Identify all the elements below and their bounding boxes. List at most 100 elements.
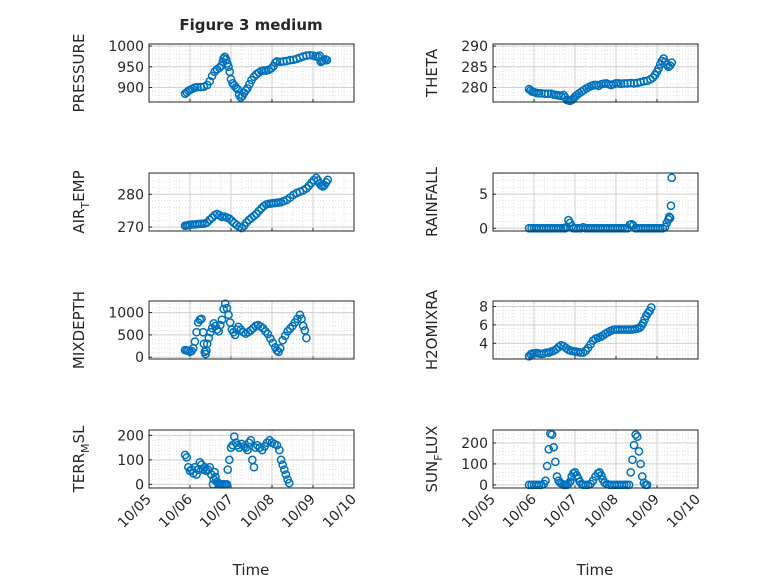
data-point xyxy=(221,54,231,64)
axes-box xyxy=(492,300,699,360)
axes-box xyxy=(492,43,699,103)
x-tick-label: 10/10 xyxy=(320,492,360,532)
data-point xyxy=(550,457,560,467)
y-axis-label: H2OMIXRA xyxy=(423,289,441,370)
y-tick-label: 280 xyxy=(117,187,144,203)
data-point xyxy=(302,333,311,343)
data-point xyxy=(665,213,675,223)
y-axis-label: PRESSURE xyxy=(70,34,88,113)
data-point xyxy=(281,470,291,479)
y-axis-label-part: T xyxy=(79,202,92,210)
data-point xyxy=(246,326,256,335)
data-point xyxy=(628,455,637,465)
data-point xyxy=(211,472,220,482)
subplot-7: 0 100 200 TERRMSL 10/05 10/06 10/07 10/08 10/09 1… xyxy=(70,425,360,531)
data-point xyxy=(541,476,550,486)
data-point xyxy=(654,64,663,73)
data-point xyxy=(284,478,294,488)
y-tick-label: 950 xyxy=(117,60,144,76)
data-point xyxy=(201,349,210,359)
y-tick-label: 290 xyxy=(461,39,488,55)
axes-box xyxy=(148,43,355,103)
y-tick-label: 1000 xyxy=(108,39,144,55)
y-axis-label: TERRMSL xyxy=(70,425,92,494)
y-axis-label-part: RAINFALL xyxy=(423,166,441,237)
data-point xyxy=(565,477,575,487)
y-tick-label: 0 xyxy=(135,477,144,493)
data-point xyxy=(233,84,242,94)
data-point xyxy=(205,215,215,225)
y-tick-label: 900 xyxy=(117,81,144,97)
data-point xyxy=(322,55,332,65)
x-tick-label: 10/07 xyxy=(197,492,237,532)
y-tick-label: 100 xyxy=(117,453,144,469)
data-point xyxy=(283,326,292,336)
axes-box xyxy=(492,429,699,489)
data-point xyxy=(302,184,311,193)
data-point xyxy=(249,462,259,472)
data-point xyxy=(279,465,289,474)
y-tick-label: 0 xyxy=(135,350,144,366)
y-axis-label-part: TERR xyxy=(70,453,88,494)
data-point xyxy=(270,58,280,67)
data-point xyxy=(285,324,295,334)
data-point xyxy=(227,216,237,226)
data-point xyxy=(544,444,554,454)
data-point xyxy=(230,330,240,340)
axes-box xyxy=(148,300,355,360)
data-point xyxy=(298,321,308,331)
y-tick-label: 0 xyxy=(479,478,488,494)
y-axis-label: THETA xyxy=(423,48,441,98)
data-point xyxy=(629,440,639,450)
y-tick-label: 285 xyxy=(461,60,488,76)
y-axis-label-part: H2OMIXRA xyxy=(423,289,441,370)
y-tick-label: 0 xyxy=(479,221,488,237)
data-point xyxy=(246,435,256,445)
x-tick-label: 10/08 xyxy=(582,492,622,532)
data-point xyxy=(666,201,676,211)
y-tick-label: 200 xyxy=(461,436,488,452)
y-tick-label: 270 xyxy=(117,220,144,236)
data-point xyxy=(648,73,658,82)
data-point xyxy=(202,339,212,349)
y-tick-label: 500 xyxy=(117,328,144,344)
data-point xyxy=(542,461,552,471)
x-tick-label: 10/05 xyxy=(459,492,499,532)
data-point xyxy=(278,460,288,470)
data-point xyxy=(295,310,305,320)
data-point xyxy=(576,348,586,357)
subplot-6: 4 6 8 H2OMIXRA xyxy=(423,289,699,370)
data-point xyxy=(534,88,544,98)
data-point xyxy=(242,218,251,227)
data-point xyxy=(268,338,278,348)
y-axis-label: SUNFLUX xyxy=(423,426,445,493)
data-point xyxy=(556,223,566,233)
data-point xyxy=(182,453,192,462)
data-point xyxy=(225,455,234,465)
y-axis-label-part: SL xyxy=(70,425,88,444)
data-point xyxy=(231,83,241,92)
y-axis-label-part: F xyxy=(432,454,445,460)
x-axis-label-left: Time xyxy=(232,561,270,579)
data-point xyxy=(263,329,273,339)
data-point xyxy=(220,299,230,309)
data-point xyxy=(243,83,252,93)
y-tick-label: 100 xyxy=(461,457,488,473)
data-point xyxy=(272,440,282,450)
x-tick-label: 10/07 xyxy=(541,492,581,532)
x-tick-label: 10/09 xyxy=(623,492,663,532)
y-tick-label: 200 xyxy=(117,428,144,444)
data-point xyxy=(261,326,270,336)
y-axis-label-part: AIR xyxy=(70,209,88,234)
data-point xyxy=(225,214,234,223)
data-point xyxy=(234,322,243,332)
y-axis-label-part: PRESSURE xyxy=(70,34,88,113)
data-point xyxy=(549,442,559,452)
y-axis-label-part: M xyxy=(79,443,92,453)
data-point xyxy=(667,58,677,67)
y-tick-label: 5 xyxy=(479,187,488,203)
data-point xyxy=(275,445,284,455)
y-tick-label: 1000 xyxy=(108,306,144,322)
subplot-8: 0 100 200 SUNFLUX 10/05 10/06 10/07 10/08 10/09 1… xyxy=(423,426,704,532)
